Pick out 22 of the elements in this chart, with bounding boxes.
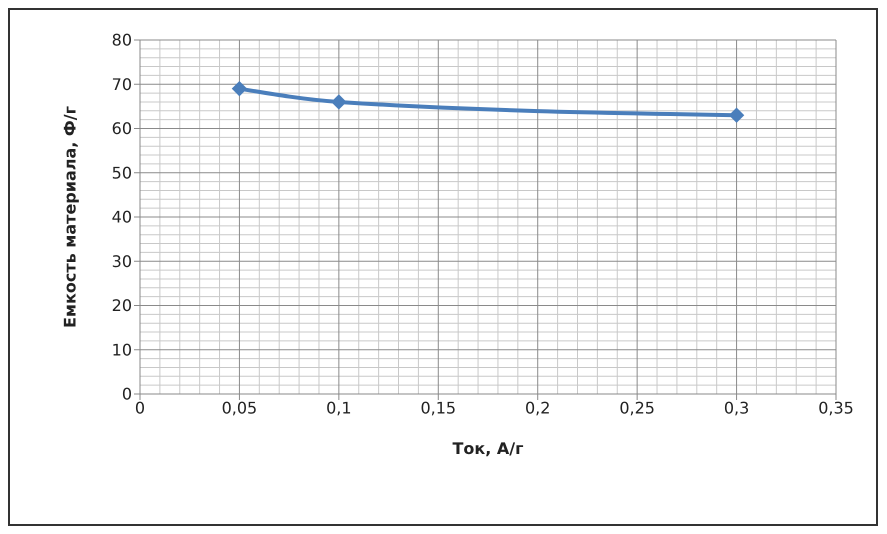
y-tick-label: 30 [112, 252, 132, 271]
y-tick-label: 20 [112, 296, 132, 316]
y-tick-label: 70 [112, 74, 132, 94]
y-tick-label: 10 [112, 340, 132, 360]
y-tick-label: 0 [122, 384, 132, 404]
point [232, 81, 247, 96]
y-tick-label: 40 [112, 208, 132, 227]
y-tick-label: 60 [112, 119, 132, 138]
y-axis-title: Емкость материала, Ф/г [60, 106, 80, 328]
x-tick-label: 0,1 [326, 398, 352, 418]
x-tick-label: 0,3 [724, 398, 750, 418]
x-tick-label: 0 [134, 398, 146, 418]
x-tick-label: 0,05 [222, 398, 258, 418]
x-tick-label: 0,2 [524, 398, 550, 418]
y-tick-label: 50 [112, 163, 132, 182]
y-tick-label: 80 [112, 30, 132, 50]
x-tick-label: 0,35 [818, 398, 854, 418]
x-tick-label: 0,15 [420, 398, 456, 418]
x-axis-title: Ток, А/г [452, 439, 524, 458]
x-tick-label: 0,25 [619, 398, 655, 418]
point [331, 94, 346, 110]
point [729, 108, 744, 123]
